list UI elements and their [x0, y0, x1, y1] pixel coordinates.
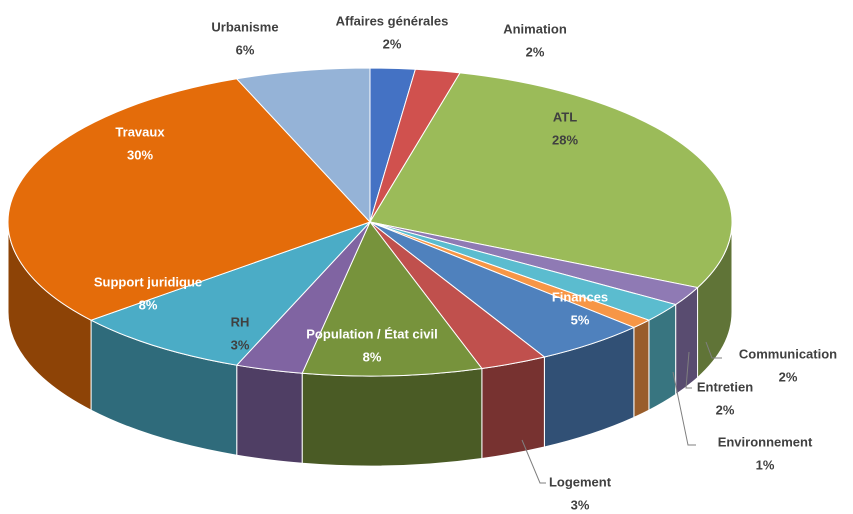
slice-label: ATL: [553, 109, 577, 124]
slice-label: Population / État civil: [306, 326, 437, 341]
slice-value-label: 2%: [779, 369, 798, 384]
slice-value-label: 2%: [383, 36, 402, 51]
slice-label: Urbanisme: [211, 19, 278, 34]
slice-label: Animation: [503, 21, 567, 36]
slice-label: RH: [231, 314, 250, 329]
slice: [235, 67, 371, 224]
slice-value-label: 30%: [127, 147, 153, 162]
slice-label: Finances: [552, 289, 608, 304]
slice-side: [236, 364, 303, 464]
slice-value-label: 2%: [526, 44, 545, 59]
leader-line: [685, 351, 692, 389]
slice-label: Logement: [549, 474, 612, 489]
slice-value-label: 6%: [236, 42, 255, 57]
slice-label: Support juridique: [94, 274, 202, 289]
slice-side: [633, 319, 650, 419]
slice: [369, 72, 733, 289]
slice-side: [301, 367, 483, 467]
leader-line: [672, 371, 696, 446]
slice-value-label: 3%: [571, 497, 590, 512]
slice-value-label: 5%: [571, 312, 590, 327]
slice-value-label: 2%: [716, 402, 735, 417]
slice-side: [481, 356, 545, 460]
slice-value-label: 3%: [231, 337, 250, 352]
slice: [89, 221, 371, 366]
slice-label: Entretien: [697, 379, 753, 394]
slice-value-label: 8%: [139, 297, 158, 312]
slice-label: Communication: [739, 346, 837, 361]
slice: [301, 221, 483, 377]
slice-value-label: 1%: [756, 457, 775, 472]
slice-value-label: 28%: [552, 132, 578, 147]
slice-side: [648, 303, 677, 411]
leader-line: [521, 439, 546, 484]
slice-label: Affaires générales: [336, 13, 449, 28]
slice-label: Environnement: [718, 434, 813, 449]
slice-value-label: 8%: [363, 349, 382, 364]
slice: [7, 78, 371, 321]
slice-label: Travaux: [115, 124, 165, 139]
leader-line: [705, 341, 722, 359]
